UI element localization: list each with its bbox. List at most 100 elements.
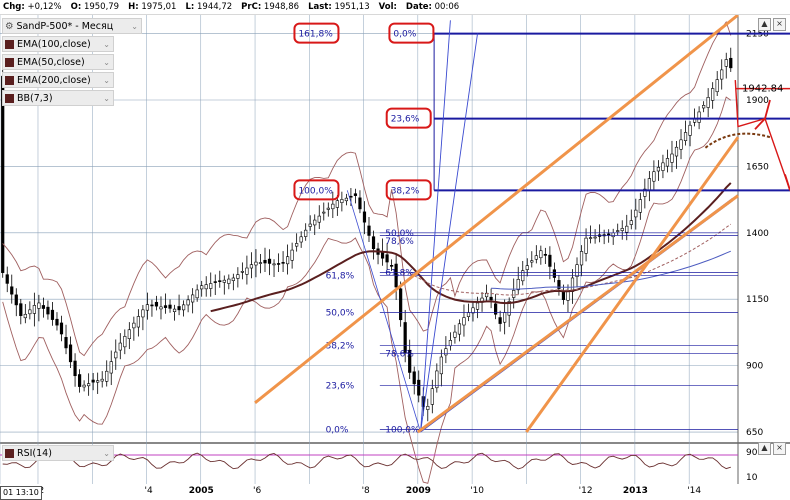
legend-item-ema50[interactable]: EMA(50,close) ⌄ <box>2 54 114 70</box>
candle-body <box>385 254 389 263</box>
candle-body <box>344 197 348 202</box>
rsi-line <box>2 452 731 470</box>
candle-body <box>267 258 272 264</box>
candle-body <box>561 291 566 300</box>
fib-upper-label: 100,0% <box>298 186 333 196</box>
volume-field: Vol: <box>378 2 397 12</box>
candle-body <box>530 260 534 263</box>
candle-body <box>154 301 159 307</box>
candle-body <box>399 288 403 321</box>
candle-body <box>353 193 358 196</box>
legend-item-ema100[interactable]: EMA(100,close) ⌄ <box>2 36 114 52</box>
chevron-down-icon[interactable]: ⌄ <box>103 75 110 85</box>
candle-body <box>512 290 516 298</box>
candle-body <box>489 296 493 301</box>
candle-body <box>584 237 588 254</box>
fib-label-highlight <box>293 22 340 44</box>
candle-body <box>412 371 416 385</box>
candle-body <box>720 69 724 80</box>
fib-upper-label: 38,2% <box>391 186 420 196</box>
legend-item-rsi[interactable]: RSI(14) ⌄ <box>2 445 114 461</box>
candle-body <box>186 299 190 306</box>
maximize-pane-icon[interactable]: ▲ <box>758 18 771 31</box>
candle-body <box>616 230 620 232</box>
ema100-color-swatch <box>5 39 14 49</box>
x-tick-label: '4 <box>145 486 153 496</box>
rsi-legend: RSI(14) ⌄ <box>2 445 114 463</box>
candle-body <box>390 265 394 267</box>
candle-body <box>317 215 321 223</box>
pane-separator <box>0 442 790 444</box>
candle-body <box>534 255 538 260</box>
bb-color-swatch <box>5 93 14 103</box>
candle-body <box>181 304 186 311</box>
candle-body <box>697 111 701 123</box>
trend-channel-line <box>416 194 739 434</box>
candle-body <box>358 197 362 210</box>
candle-body <box>656 166 661 172</box>
candle-body <box>593 236 597 239</box>
candle-body <box>249 264 254 269</box>
fib-lower-label: 78,6% <box>385 237 414 247</box>
candle-body <box>213 281 217 283</box>
chevron-down-icon[interactable]: ⌄ <box>103 39 110 49</box>
candle-body <box>19 303 23 316</box>
candle-body <box>204 284 208 290</box>
chevron-down-icon[interactable]: ⌄ <box>103 57 110 67</box>
maximize-pane-icon[interactable]: ▲ <box>758 442 771 455</box>
candle-body <box>638 199 642 213</box>
candle-body <box>426 406 430 410</box>
candle-body <box>304 229 308 237</box>
candle-body <box>163 305 168 308</box>
candle-body <box>68 344 73 363</box>
candle-body <box>276 263 281 265</box>
candle-body <box>620 228 624 231</box>
candle-body <box>629 220 633 225</box>
candle-body <box>444 348 448 356</box>
chevron-down-icon[interactable]: ⌄ <box>103 448 110 458</box>
fib-lower-label: 23,6% <box>326 382 355 392</box>
projection-arrow <box>784 174 790 191</box>
candle-body <box>258 262 263 264</box>
rsi-color-swatch <box>5 448 14 458</box>
fib-fan-line <box>420 33 478 433</box>
bb-label: BB(7,3) <box>17 92 53 104</box>
rsi-label: RSI(14) <box>17 447 52 459</box>
projection-path <box>734 80 790 191</box>
candle-body <box>145 304 150 311</box>
candle-body <box>702 105 706 109</box>
symbol-legend-item[interactable]: ⚙ SandP-500* - Месяц ⌄ <box>2 18 142 34</box>
legend-item-ema200[interactable]: EMA(200,close) ⌄ <box>2 72 114 88</box>
close-pane-icon[interactable]: × <box>773 442 786 455</box>
candle-body <box>132 322 136 329</box>
trend-channel-line <box>254 15 739 404</box>
candle-body <box>118 342 122 351</box>
candle-body <box>539 250 543 259</box>
candle-body <box>209 283 213 289</box>
fib-label-highlight <box>293 179 340 201</box>
candle-body <box>588 237 593 239</box>
candle-body <box>168 304 172 309</box>
candle-body <box>222 279 226 283</box>
y-tick-label: 1900 <box>746 96 769 106</box>
price-chart[interactable]: 65090011501400165019002150'2'42005'6'820… <box>0 15 790 500</box>
chevron-down-icon[interactable]: ⌄ <box>103 93 110 103</box>
candle-body <box>91 379 95 383</box>
candle-body <box>453 331 457 338</box>
candle-body <box>254 261 258 266</box>
legend-item-bb[interactable]: BB(7,3) ⌄ <box>2 90 114 106</box>
candle-body <box>114 351 118 359</box>
candle-body <box>96 380 100 383</box>
ema50-line <box>210 182 732 313</box>
close-pane-icon[interactable]: × <box>773 18 786 31</box>
candle-body <box>191 294 195 303</box>
chevron-down-icon[interactable]: ⌄ <box>131 21 138 31</box>
chg-field: Chg: +0,12% <box>3 2 62 12</box>
fib-lower-label: 100,0% <box>385 425 420 435</box>
fib-upper-label: 23,6% <box>391 115 420 125</box>
candle-body <box>566 290 570 301</box>
candle-body <box>5 274 9 284</box>
candle-body <box>308 223 312 227</box>
candle-body <box>430 388 434 405</box>
candle-body <box>331 203 335 210</box>
